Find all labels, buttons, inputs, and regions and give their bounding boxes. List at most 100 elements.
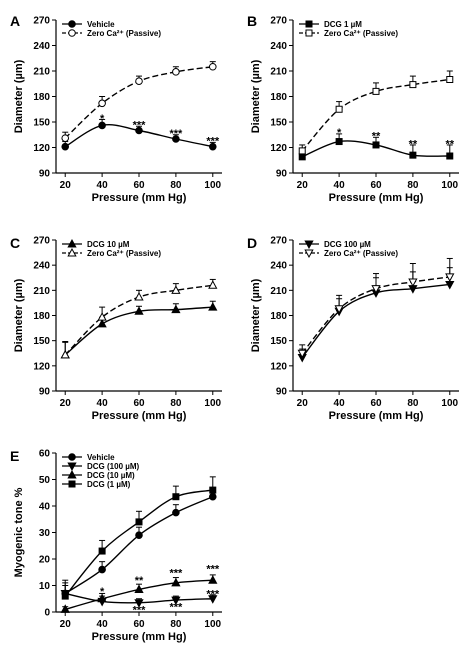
- series: [60, 574, 218, 613]
- y-tick-label: 240: [33, 261, 50, 272]
- x-tick-label: 80: [407, 398, 419, 409]
- y-tick-label: 60: [39, 449, 51, 460]
- y-tick-label: 180: [33, 92, 50, 103]
- data-point: [409, 81, 417, 89]
- x-tick-label: 100: [204, 619, 221, 630]
- panel-label: A: [10, 13, 20, 29]
- y-tick-label: 120: [33, 143, 50, 154]
- y-tick-label: 270: [270, 16, 287, 27]
- data-point: [208, 142, 217, 151]
- y-tick-label: 210: [270, 286, 287, 297]
- x-tick-label: 100: [204, 180, 221, 191]
- data-point: [60, 604, 70, 613]
- data-point: [208, 492, 217, 501]
- data-point: [335, 138, 343, 146]
- legend-entry: Zero Ca²⁺ (Passive): [87, 29, 161, 38]
- y-tick-label: 10: [39, 581, 51, 592]
- data-point: [98, 547, 106, 555]
- x-tick-label: 100: [204, 398, 221, 409]
- y-tick-label: 180: [33, 311, 50, 322]
- significance-label: *: [337, 127, 342, 139]
- series: [297, 257, 455, 359]
- legend-entry: DCG 10 µM: [87, 240, 130, 249]
- data-point: [171, 577, 181, 587]
- data-point: [97, 593, 107, 603]
- y-tick-label: 150: [33, 118, 50, 129]
- data-point: [446, 152, 454, 160]
- significance-label: *: [100, 113, 105, 125]
- x-tick-label: 100: [441, 180, 458, 191]
- legend-entry: Vehicle: [87, 453, 115, 462]
- x-axis-label: Pressure (mm Hg): [92, 410, 187, 422]
- x-tick-label: 60: [133, 180, 145, 191]
- legend-marker: [67, 247, 77, 257]
- data-point: [297, 349, 307, 359]
- x-tick-label: 40: [334, 398, 346, 409]
- y-tick-label: 90: [39, 169, 51, 180]
- data-point: [445, 273, 455, 282]
- data-point: [372, 87, 380, 95]
- data-point: [208, 62, 217, 71]
- x-tick-label: 60: [133, 619, 145, 630]
- y-tick-label: 240: [270, 41, 287, 52]
- y-tick-label: 180: [270, 311, 287, 322]
- x-axis-label: Pressure (mm Hg): [92, 192, 187, 204]
- x-axis-label: Pressure (mm Hg): [329, 410, 424, 422]
- significance-label: **: [445, 138, 454, 150]
- series: [61, 118, 217, 151]
- legend-entry: DCG 100 µM: [324, 240, 371, 249]
- x-tick-label: 80: [170, 180, 182, 191]
- series: [60, 300, 218, 359]
- data-point: [172, 135, 180, 143]
- data-point: [135, 518, 143, 526]
- data-point: [61, 142, 70, 151]
- data-point: [134, 584, 144, 593]
- data-point: [171, 304, 181, 314]
- significance-label: ***: [133, 120, 147, 132]
- x-axis-label: Pressure (mm Hg): [329, 192, 424, 204]
- y-tick-label: 240: [270, 261, 287, 272]
- legend-entry: DCG (100 µM): [87, 462, 140, 471]
- data-point: [97, 312, 107, 321]
- legend-marker: [68, 20, 76, 28]
- data-point: [97, 318, 107, 328]
- y-tick-label: 50: [39, 475, 51, 486]
- y-tick-label: 40: [39, 502, 51, 513]
- legend-entry: Zero Ca²⁺ (Passive): [324, 249, 398, 258]
- data-point: [61, 134, 70, 142]
- data-point: [371, 285, 381, 294]
- data-point: [208, 302, 218, 311]
- data-point: [298, 153, 306, 161]
- significance-label: **: [135, 575, 144, 587]
- x-tick-label: 20: [60, 398, 72, 409]
- legend-marker: [68, 453, 76, 461]
- data-point: [172, 508, 180, 517]
- y-tick-label: 210: [33, 67, 50, 78]
- legend-marker: [305, 20, 313, 28]
- legend-entry: Zero Ca²⁺ (Passive): [324, 29, 398, 38]
- y-tick-label: 270: [33, 236, 50, 247]
- data-point: [298, 147, 306, 155]
- panel-c: C 90 120 150 180 210 240 270 20 40 60 80 100 Pressure…: [10, 235, 222, 422]
- x-axis-label: Pressure (mm Hg): [92, 631, 187, 643]
- data-point: [135, 77, 143, 85]
- legend-marker: [67, 469, 77, 479]
- legend-marker: [68, 29, 76, 37]
- y-axis-label: Myogenic tone %: [13, 487, 25, 577]
- data-point: [408, 278, 418, 287]
- x-tick-label: 20: [60, 619, 72, 630]
- y-tick-label: 270: [270, 236, 287, 247]
- legend-marker: [304, 240, 314, 250]
- y-axis-label: Diameter (µm): [13, 59, 25, 133]
- legend-marker: [68, 480, 76, 488]
- x-tick-label: 20: [297, 180, 309, 191]
- significance-label: *: [100, 586, 105, 598]
- x-tick-label: 20: [60, 180, 72, 191]
- y-axis-label: Diameter (µm): [13, 278, 25, 352]
- panel-e: E 0 10 20 30 40 50 60 20 40 60 80 100 Pressure (mm Hg…: [10, 448, 222, 643]
- significance-label: ***: [206, 588, 220, 600]
